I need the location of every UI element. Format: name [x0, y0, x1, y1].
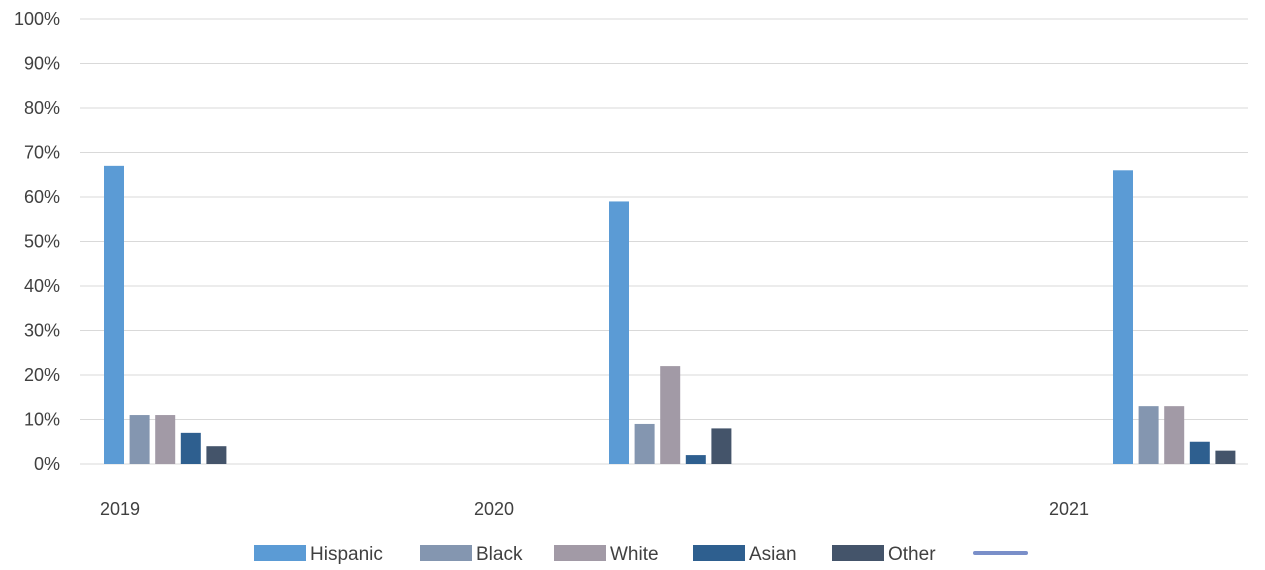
bar-asian-2020: [685, 455, 706, 464]
bar-other-2019: [206, 446, 227, 464]
bar-black-2019: [129, 415, 150, 464]
y-tick-label: 50%: [24, 232, 60, 252]
bar-other-2021: [1215, 450, 1236, 464]
y-tick-label: 40%: [24, 276, 60, 296]
gridlines: [80, 18, 1248, 465]
y-tick-label: 100%: [14, 9, 60, 29]
bar-asian-2021: [1189, 441, 1210, 464]
bar-hispanic-2020: [609, 201, 629, 464]
bar-asian-2019: [180, 432, 201, 464]
bar-hispanic-2021: [1113, 170, 1133, 465]
y-tick-label: 60%: [24, 187, 60, 207]
x-axis-category-labels: 2019 2020 2021: [100, 499, 1089, 519]
bar-black-2021: [1138, 406, 1159, 464]
bar-hispanic-2019: [104, 165, 124, 464]
y-tick-label: 70%: [24, 143, 60, 163]
legend-label-asian: Asian: [749, 544, 797, 565]
legend-swatch-other: [832, 545, 884, 561]
bar-other-2020: [711, 428, 732, 464]
legend-swatch-hispanic: [254, 545, 306, 561]
bar-white-2020: [660, 366, 681, 464]
legend-swatch-asian: [693, 545, 745, 561]
y-axis-tick-labels: 0% 10% 20% 30% 40% 50% 60% 70% 80% 90% 100%: [14, 9, 60, 474]
legend-label-hispanic: Hispanic: [310, 544, 383, 565]
bars: [104, 165, 1236, 465]
x-category-label: 2020: [474, 499, 514, 519]
bar-black-2020: [634, 423, 655, 464]
x-category-label: 2019: [100, 499, 140, 519]
bar-white-2019: [155, 415, 176, 464]
y-tick-label: 20%: [24, 365, 60, 385]
legend-label-other: Other: [888, 544, 936, 565]
legend: Hispanic Black White Asian Other: [254, 544, 1028, 565]
legend-swatch-white: [554, 545, 606, 561]
legend-label-white: White: [610, 544, 659, 565]
y-tick-label: 30%: [24, 321, 60, 341]
legend-label-black: Black: [476, 544, 523, 565]
bar-white-2021: [1164, 406, 1185, 464]
y-tick-label: 90%: [24, 54, 60, 74]
y-tick-label: 80%: [24, 98, 60, 118]
x-category-label: 2021: [1049, 499, 1089, 519]
y-tick-label: 10%: [24, 410, 60, 430]
legend-swatch-black: [420, 545, 472, 561]
y-tick-label: 0%: [34, 454, 60, 474]
